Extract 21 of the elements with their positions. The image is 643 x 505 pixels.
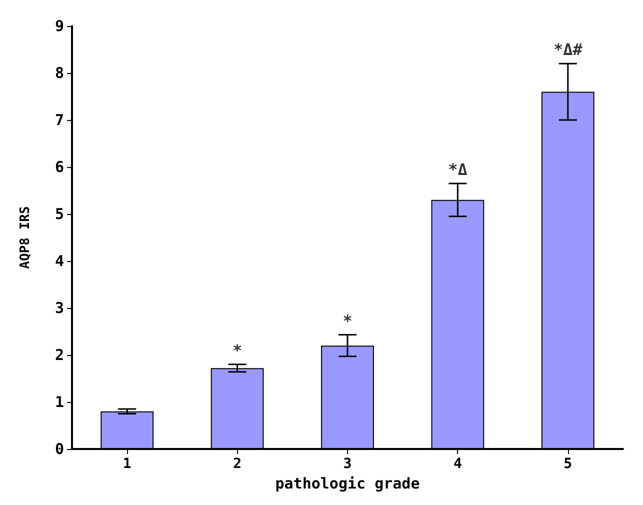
x-axis-title: pathologic grade <box>275 474 420 492</box>
y-tick-label: 4 <box>54 252 64 270</box>
y-tick-label: 7 <box>54 111 64 129</box>
x-tick-label: 4 <box>453 456 462 472</box>
y-axis-title: AQP8 IRS <box>18 206 33 269</box>
y-tick-label: 1 <box>54 393 64 411</box>
data-label: * <box>232 340 242 360</box>
y-tick-label: 2 <box>54 346 64 364</box>
y-tick-label: 0 <box>54 440 64 458</box>
data-label: * <box>342 311 352 330</box>
y-tick-label: 3 <box>54 299 64 317</box>
y-tick-label: 8 <box>54 64 64 82</box>
x-tick-label: 5 <box>564 456 572 472</box>
y-tick-label: 6 <box>54 158 64 176</box>
data-label: *Δ# <box>553 40 583 60</box>
x-tick-label: 3 <box>343 456 352 472</box>
y-tick-label: 5 <box>54 205 64 223</box>
data-label: *Δ <box>448 160 468 179</box>
x-tick-label: 2 <box>233 456 242 472</box>
x-tick-label: 1 <box>122 456 132 472</box>
y-tick-label: 9 <box>54 17 64 35</box>
